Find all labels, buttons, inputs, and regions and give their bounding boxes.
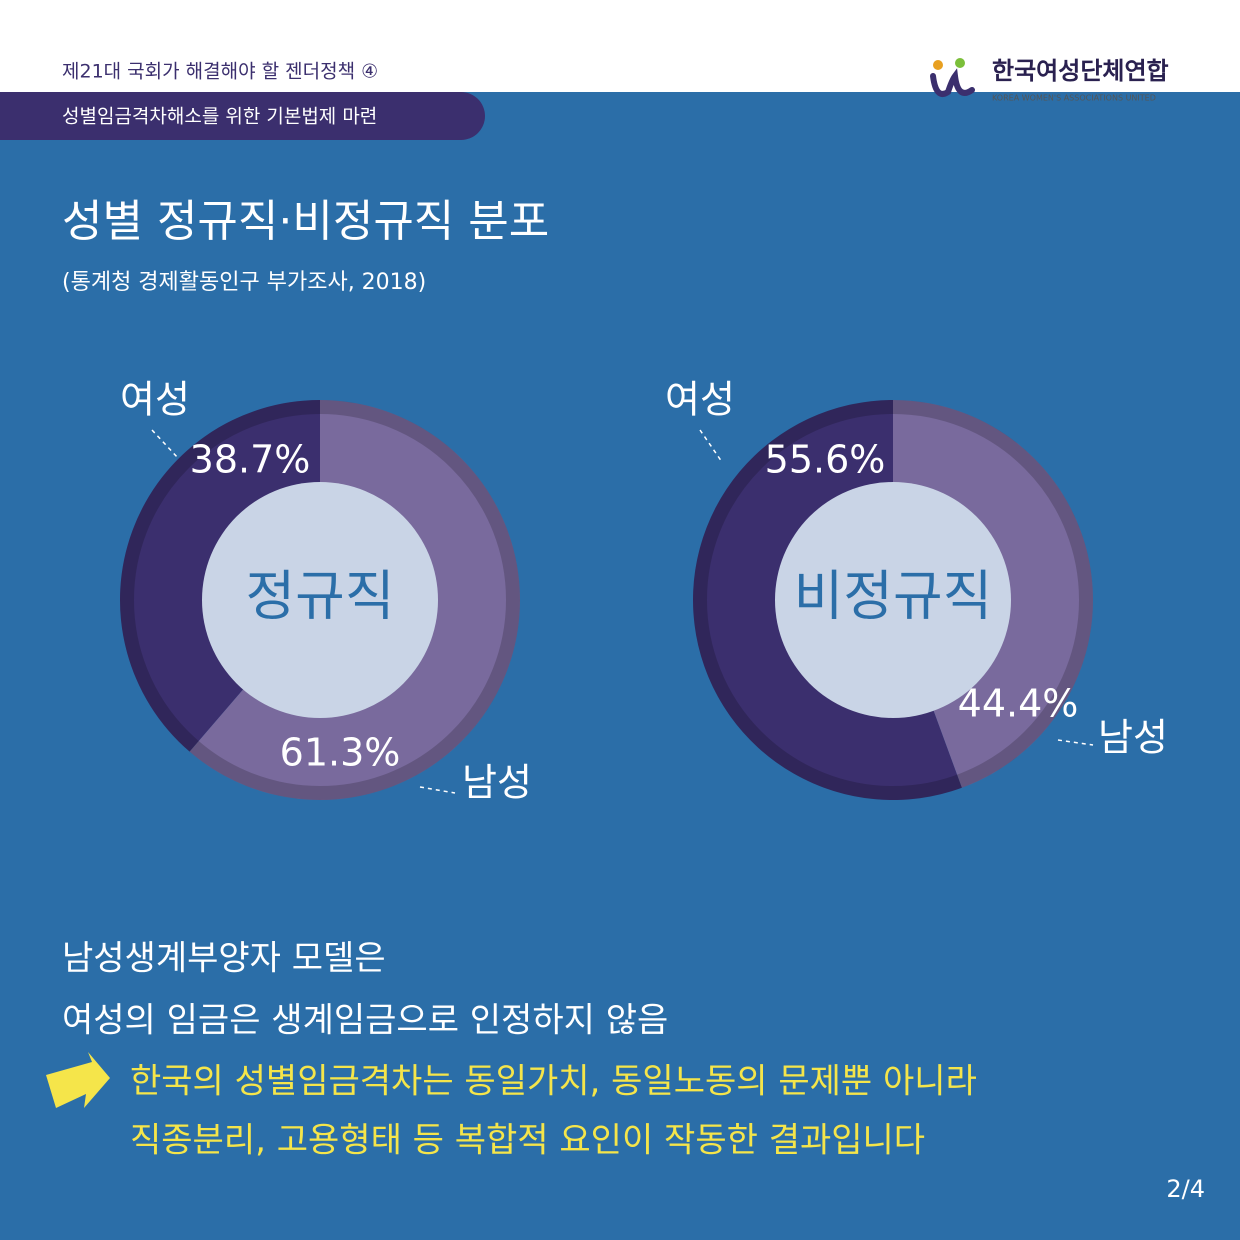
header-band — [0, 0, 1240, 92]
value-label: 38.7% — [190, 438, 311, 482]
leader-line — [1057, 739, 1094, 746]
value-label: 44.4% — [958, 682, 1079, 726]
page-number: 2/4 — [1166, 1175, 1205, 1203]
highlight-line: 직종분리, 고용형태 등 복합적 요인이 작동한 결과입니다 — [130, 1121, 925, 1161]
arrow-icon — [46, 1052, 110, 1108]
category-label: 남성 — [1098, 716, 1168, 760]
body-line: 남성생계부양자 모델은 — [62, 939, 386, 979]
center-label: 비정규직 — [794, 565, 993, 628]
source: (통계청 경제활동인구 부가조사, 2018) — [62, 270, 426, 295]
title: 성별 정규직·비정규직 분포 — [62, 196, 549, 247]
category-label: 여성 — [120, 378, 190, 422]
subtitle-tab — [0, 92, 485, 140]
donut-rim — [693, 400, 1093, 800]
highlight-line: 한국의 성별임금격차는 동일가치, 동일노동의 문제뿐 아니라 — [130, 1062, 977, 1102]
leader-line — [151, 429, 179, 459]
donut-rim — [120, 400, 520, 800]
leader-line — [419, 786, 456, 794]
org-name: 한국여성단체연합 — [992, 57, 1169, 85]
logo-dot — [933, 60, 943, 70]
value-label: 55.6% — [765, 438, 886, 482]
logo-dot — [955, 58, 965, 68]
donut-hole — [775, 482, 1011, 718]
category-label: 남성 — [462, 761, 532, 805]
center-label: 정규직 — [245, 565, 394, 628]
value-label: 61.3% — [280, 731, 401, 775]
leader-line — [699, 429, 723, 463]
logo — [930, 58, 975, 97]
category-label: 여성 — [665, 378, 735, 422]
org-name-en: KOREA WOMEN'S ASSOCIATIONS UNITED — [992, 94, 1156, 103]
body-line: 여성의 임금은 생계임금으로 인정하지 않음 — [62, 1001, 668, 1041]
logo-mark — [930, 68, 975, 97]
series-title: 제21대 국회가 해결해야 할 젠더정책 ④ — [62, 61, 378, 83]
subtitle: 성별임금격차해소를 위한 기본법제 마련 — [62, 106, 377, 128]
donut-hole — [202, 482, 438, 718]
